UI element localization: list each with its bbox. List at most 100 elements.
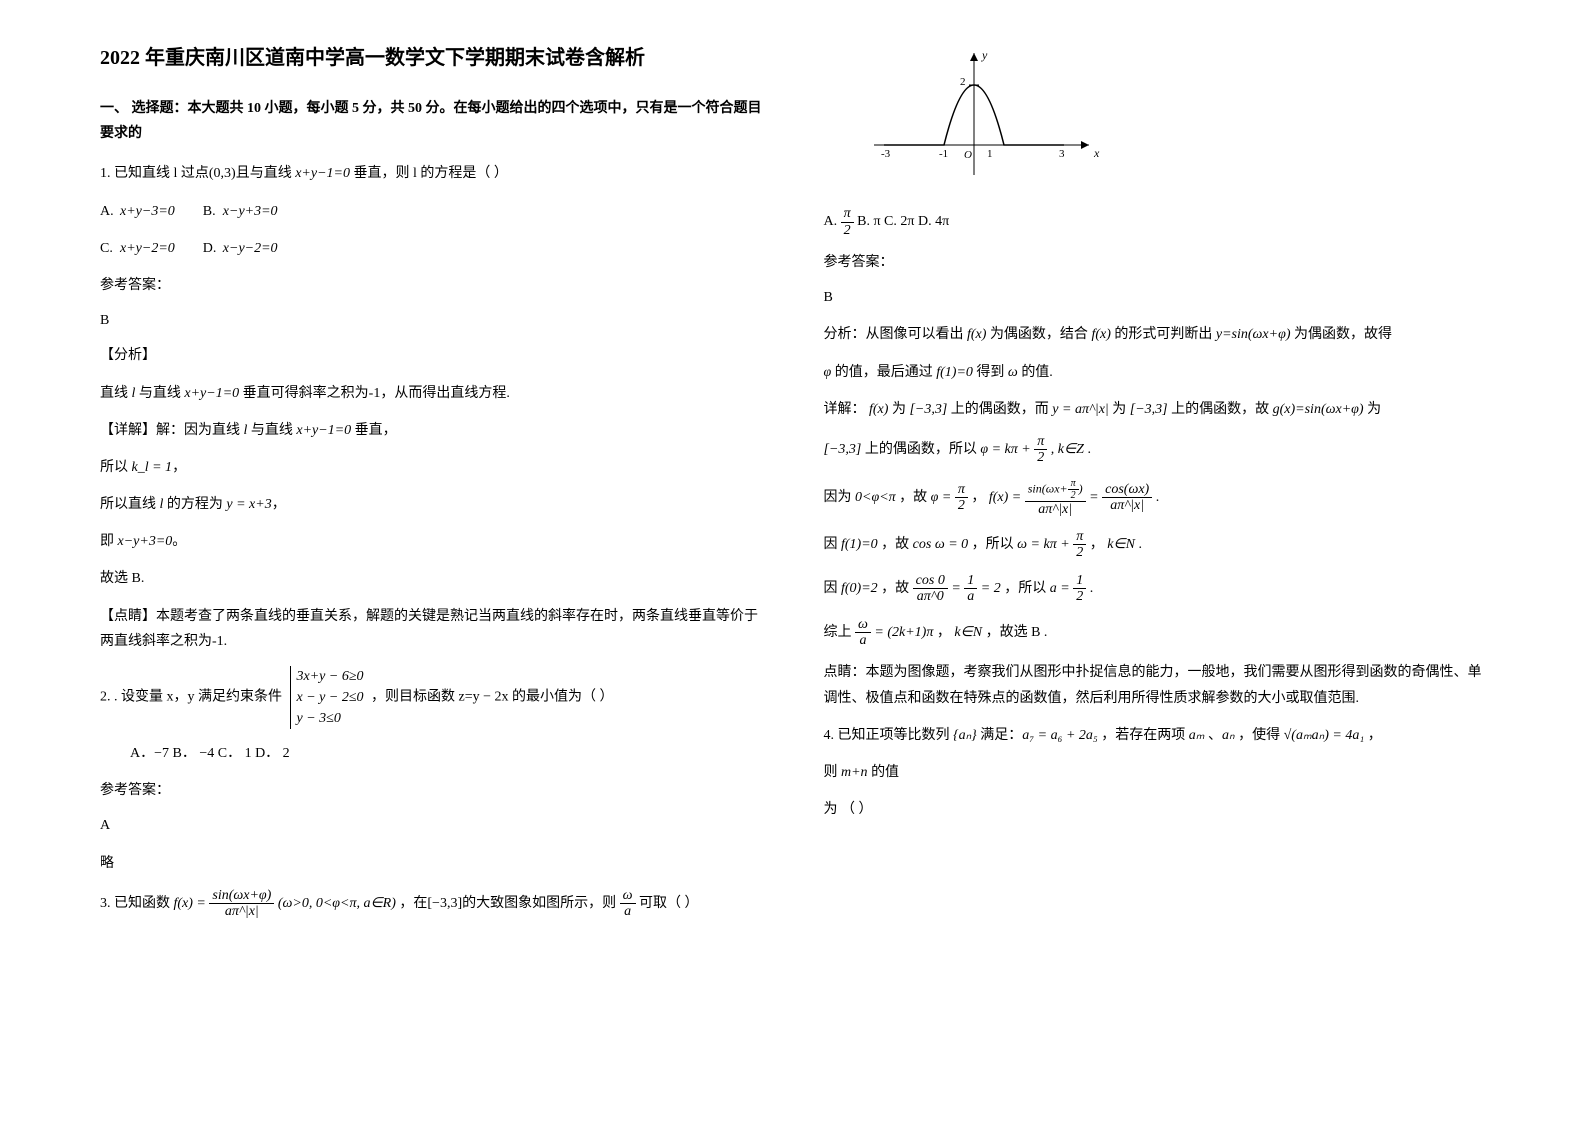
q2-c2: x − y − 2≤0	[297, 687, 364, 708]
q4-line2: 则 m+n 的值	[824, 760, 1488, 785]
q1-answer: B	[100, 308, 764, 333]
q3-d3e: ，	[971, 490, 985, 505]
q1-detail-line: 【详解】解：因为直线 l 与直线 x+y−1=0 垂直，	[100, 418, 764, 443]
page-container: 2022 年重庆南川区道南中学高一数学文下学期期末试卷含解析 一、 选择题：本大…	[0, 0, 1587, 972]
q3-detail1: 详解： f(x) 为 [−3,3] 上的偶函数，而 y = aπ^|x| 为 […	[824, 397, 1488, 422]
q1-ana-c: 垂直可得斜率之积为-1，从而得出直线方程.	[243, 386, 510, 401]
q3-d3g: =	[1089, 490, 1102, 505]
q1-so1: 所以 k_l = 1，	[100, 455, 764, 480]
q3-detail2: [−3,3] 上的偶函数，所以 φ = kπ + π 2 , k∈Z .	[824, 434, 1488, 466]
q3-d3-f2: cos(ωx) aπ^|x|	[1102, 482, 1152, 514]
q3-func-frac: sin(ωx+φ) aπ^|x|	[209, 888, 274, 920]
q1-so2-a: 所以直线	[100, 497, 160, 512]
q3-d4b: f(1)=0	[841, 537, 878, 552]
q1-optD: x−y−2=0	[223, 241, 278, 256]
q1-so1-c: ，	[172, 460, 186, 475]
y2-label: 2	[960, 76, 966, 88]
q3-d4a: 因	[824, 537, 842, 552]
q4-stem-d: 、	[1208, 728, 1222, 743]
q3-d5-n: cos 0	[913, 573, 948, 589]
q3-ref: 参考答案：	[824, 250, 1488, 275]
q3-ana-g: 的值.	[1021, 365, 1053, 380]
q3-cond: (ω>0, 0<φ<π, a∈R)	[278, 896, 396, 911]
q3-func-lhs: f(x) =	[174, 896, 210, 911]
q3-d2b: 上的偶函数，所以	[865, 442, 981, 457]
q1-eq: x+y−1=0	[295, 166, 350, 181]
q3-d2-half: π 2	[1034, 434, 1047, 466]
q1-det-tag: 【详解】解：因为直线	[100, 423, 244, 438]
q3-ratio-den: a	[620, 904, 636, 919]
q3-remark: 点睛：本题为图像题，考察我们从图形中扑捉信息的能力，一般地，我们需要从图形得到函…	[824, 660, 1488, 710]
q3-d1d: y = aπ^|x|	[1052, 402, 1109, 417]
q2-constraints: 3x+y − 6≥0 x − y − 2≤0 y − 3≤0	[290, 666, 364, 729]
q3-d4-half: π 2	[1073, 529, 1086, 561]
q1-l3: l	[160, 497, 164, 512]
q1-final: x−y+3=0	[118, 534, 173, 549]
q3-d6a: 综上	[824, 625, 856, 640]
q2-ref: 参考答案：	[100, 778, 764, 803]
q1-so3-a: 即	[100, 534, 118, 549]
q3-d3-d1: aπ^|x|	[1025, 502, 1086, 517]
q3-ratio-num: ω	[620, 888, 636, 904]
q3-d5f: ，所以	[1004, 581, 1050, 596]
q3-optA-den: 2	[841, 223, 854, 238]
q3-options: A. π 2 B. π C. 2π D. 4π	[824, 206, 1488, 238]
q2-note: 略	[100, 851, 764, 876]
q3-d4i: .	[1138, 537, 1142, 552]
q1-ref: 参考答案：	[100, 273, 764, 298]
q3-d5-f2: 1 a	[964, 573, 977, 605]
q3-d6c: ，	[937, 625, 951, 640]
q3-d1a: 为	[892, 402, 910, 417]
q1-l2: l	[244, 423, 248, 438]
q2-stem-b: ，则目标函数 z=y − 2x 的最小值为（ ）	[371, 690, 614, 705]
exam-title: 2022 年重庆南川区道南中学高一数学文下学期期末试卷含解析	[100, 40, 764, 76]
x-arrow-icon	[1081, 141, 1089, 149]
q1-so2-b: 的方程为	[167, 497, 227, 512]
q1-det-b: 垂直，	[355, 423, 397, 438]
q3-d6b: = (2k+1)π	[874, 625, 933, 640]
q3-detail3: 因为 0<φ<π ，故 φ = π 2 ， f(x) = sin(ωx+π2) …	[824, 478, 1488, 517]
question-3: 3. 已知函数 f(x) = sin(ωx+φ) aπ^|x| (ω>0, 0<…	[100, 888, 764, 920]
q3-d4f: ω = kπ +	[1017, 537, 1073, 552]
q3-optA-pre: A.	[824, 214, 841, 229]
q3-func-num: sin(ωx+φ)	[209, 888, 274, 904]
q3-d4-hd: 2	[1073, 545, 1086, 560]
q1-so2-d: ，	[272, 497, 286, 512]
q1-ana-a: 直线	[100, 386, 132, 401]
x-label: x	[1093, 146, 1100, 160]
q3-d2e: .	[1087, 442, 1091, 457]
q3-det-pre: 详解：	[824, 402, 866, 417]
q3-detail6: 综上 ω a = (2k+1)π ， k∈N ，故选 B .	[824, 617, 1488, 649]
q3-d5e: = 2	[981, 581, 1001, 596]
q4-an: aₙ	[1222, 728, 1235, 743]
section-1-heading: 一、 选择题：本大题共 10 小题，每小题 5 分，共 50 分。在每小题给出的…	[100, 96, 764, 146]
q3-d6-rn: ω	[855, 617, 871, 633]
q3-detail5: 因 f(0)=2 ，故 cos 0 aπ^0 = 1 a = 2 ，所以 a =…	[824, 573, 1488, 605]
q3-d3-d2: aπ^|x|	[1102, 498, 1152, 513]
q3-ana-e: 的值，最后通过	[835, 365, 937, 380]
q3-d5h: .	[1090, 581, 1094, 596]
q1-so2: 所以直线 l 的方程为 y = x+3，	[100, 492, 764, 517]
q1-eq-rep2: x+y−1=0	[296, 423, 351, 438]
q3-fx3: f(x)	[869, 402, 888, 417]
q3-d6e: ，故选 B .	[986, 625, 1048, 640]
q3-ana-f: 得到	[976, 365, 1008, 380]
q3-d4c: ，故	[881, 537, 913, 552]
q3-d6-ratio: ω a	[855, 617, 871, 649]
label-B: B.	[203, 199, 223, 224]
q3-d5c: ，故	[881, 581, 913, 596]
q3-d1g: g(x)=sin(ωx+φ)	[1273, 402, 1364, 417]
q3-d5a: 因	[824, 581, 842, 596]
q3-d6-rd: a	[855, 633, 871, 648]
q3-ana-c: 的形式可判断出	[1114, 327, 1216, 342]
q3-d5g: a =	[1050, 581, 1073, 596]
q3-d3c: ，故	[899, 490, 931, 505]
q3-detail4: 因 f(1)=0 ，故 cos ω = 0 ，所以 ω = kπ + π 2 ，…	[824, 529, 1488, 561]
q4-line3: 为 （ ）	[824, 797, 1488, 822]
x1-label: 1	[987, 148, 993, 160]
q1-analysis-tag: 【分析】	[100, 343, 764, 368]
q3-d2d: , k∈Z	[1051, 442, 1084, 457]
q3-fx1: f(x)	[967, 327, 986, 342]
q3-yexpr: y=sin(ωx+φ)	[1216, 327, 1291, 342]
q3-omega: ω	[1008, 365, 1018, 380]
